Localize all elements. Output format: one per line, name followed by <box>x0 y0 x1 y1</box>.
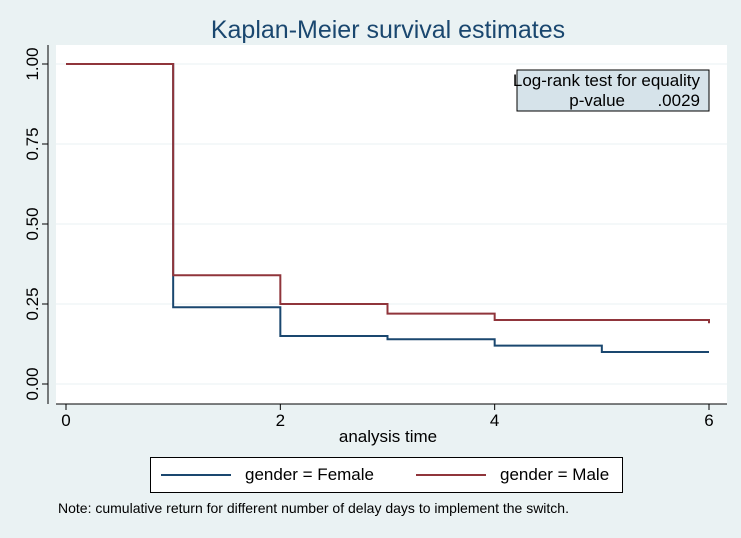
chart-note: Note: cumulative return for different nu… <box>58 500 569 516</box>
legend-item-female: gender = Female <box>161 465 416 485</box>
stats-box: Log-rank test for equality p-value .0029 <box>513 69 710 112</box>
y-tick-label: 0.75 <box>23 127 42 160</box>
x-axis-title: analysis time <box>339 427 437 446</box>
x-axis: 0 2 4 6 <box>56 403 727 430</box>
stats-line1: Log-rank test for equality <box>513 71 701 90</box>
x-tick-label: 2 <box>276 411 285 430</box>
y-axis: 0.00 0.25 0.50 0.75 1.00 <box>23 45 49 404</box>
stats-value: .0029 <box>657 91 700 110</box>
y-tick-label: 0.50 <box>23 207 42 240</box>
legend-swatch-male <box>416 474 486 476</box>
chart-title: Kaplan-Meier survival estimates <box>210 16 566 44</box>
series-line-male <box>66 63 710 324</box>
legend-label-male: gender = Male <box>500 465 610 484</box>
legend-swatch-female <box>161 474 231 476</box>
legend: gender = Female gender = Male <box>150 457 623 493</box>
x-tick-label: 4 <box>490 411 499 430</box>
stats-box-bg <box>516 69 710 112</box>
y-tick-label: 1.00 <box>23 47 42 80</box>
y-tick-label: 0.25 <box>23 287 42 320</box>
stats-label: p-value <box>569 91 625 110</box>
x-tick-label: 0 <box>61 411 70 430</box>
legend-item-male: gender = Male <box>416 465 609 485</box>
legend-label-female: gender = Female <box>245 465 374 484</box>
x-tick-label: 6 <box>704 411 713 430</box>
y-tick-label: 0.00 <box>23 367 42 400</box>
series-lines <box>66 63 710 353</box>
